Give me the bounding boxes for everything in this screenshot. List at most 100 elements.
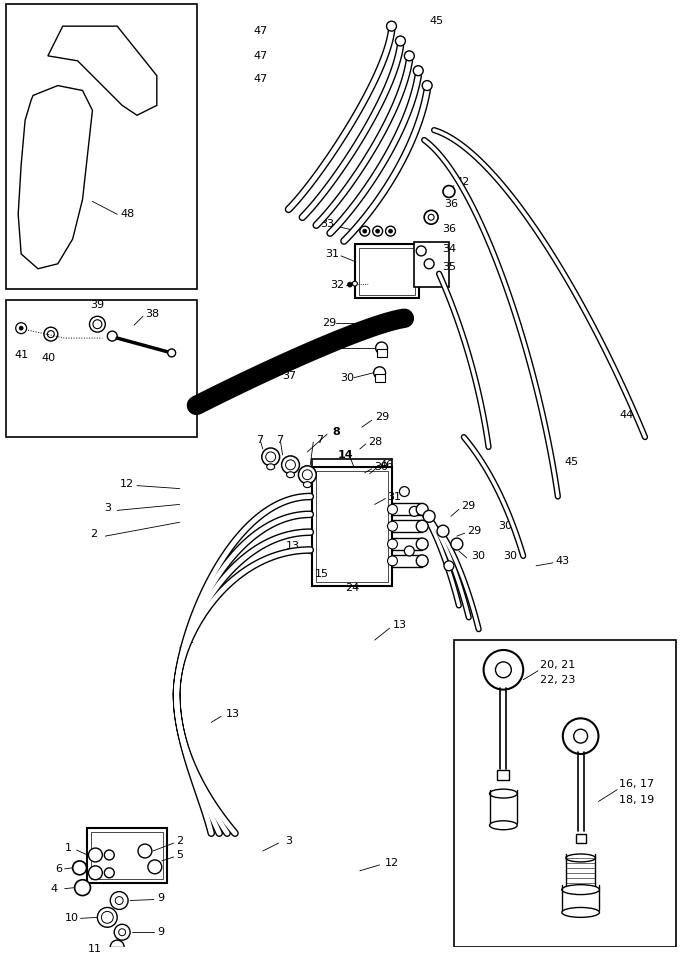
Text: 2: 2 [91,529,98,540]
Bar [393,520,422,532]
Text: 13: 13 [286,541,299,551]
Text: 15: 15 [315,569,329,579]
Circle shape [282,456,299,474]
Circle shape [107,331,117,341]
Circle shape [416,538,428,550]
Circle shape [443,185,455,198]
Ellipse shape [490,789,517,798]
Circle shape [387,539,398,549]
Circle shape [93,320,102,329]
Circle shape [437,525,449,537]
Circle shape [114,924,130,940]
Bar [312,467,391,585]
Text: 16, 17: 16, 17 [619,778,655,789]
Text: 31: 31 [387,492,402,501]
Text: 29: 29 [322,318,336,329]
Circle shape [89,848,102,862]
Bar [87,828,166,882]
Text: 7: 7 [276,435,283,445]
Text: 3: 3 [286,837,293,846]
Text: 8: 8 [332,427,340,437]
Text: 11: 11 [87,944,102,954]
Circle shape [422,80,432,91]
Text: 30: 30 [503,551,518,561]
Circle shape [400,487,409,497]
Ellipse shape [286,472,295,478]
Text: 30: 30 [471,551,485,561]
Text: 4: 4 [51,883,58,894]
Text: 43: 43 [556,556,570,566]
Text: 7: 7 [256,435,263,445]
Text: 28: 28 [368,437,382,447]
Text: 18, 19: 18, 19 [619,795,655,804]
Circle shape [563,718,599,754]
Bar [6,5,197,288]
Circle shape [115,897,123,904]
Text: 41: 41 [14,350,29,360]
Polygon shape [18,86,93,268]
Text: 12: 12 [385,858,399,868]
Circle shape [44,328,58,341]
Circle shape [110,892,128,909]
Bar [376,349,387,357]
Bar [91,832,163,879]
Text: 29: 29 [466,526,481,536]
Circle shape [424,510,435,522]
Circle shape [385,226,396,236]
Circle shape [98,907,117,927]
Circle shape [374,317,385,329]
Text: 10: 10 [65,913,78,923]
Circle shape [451,538,463,550]
Circle shape [413,66,424,75]
Circle shape [47,330,55,337]
Text: 28: 28 [322,343,336,353]
Circle shape [387,504,398,515]
Circle shape [110,940,124,954]
Text: 37: 37 [282,371,297,381]
Circle shape [484,650,523,690]
Circle shape [89,316,105,332]
Bar [454,640,676,947]
Circle shape [387,21,396,32]
Text: 39: 39 [90,301,104,310]
Text: 6: 6 [55,864,62,874]
Bar [359,248,415,294]
Circle shape [574,730,588,743]
Text: 36: 36 [442,224,456,234]
Bar [576,834,586,843]
Text: 34: 34 [442,244,456,254]
Circle shape [138,844,152,858]
Text: 14: 14 [338,450,354,460]
Circle shape [372,226,383,236]
Text: 2: 2 [186,635,194,645]
Circle shape [409,506,419,517]
Circle shape [376,342,387,354]
Bar [374,324,385,332]
Text: 7: 7 [316,435,323,445]
Text: 9: 9 [157,893,164,902]
Circle shape [19,327,23,330]
Circle shape [387,521,398,531]
Text: 24: 24 [345,583,359,593]
Circle shape [416,520,428,532]
Text: 36: 36 [444,200,458,209]
Circle shape [262,448,280,466]
Circle shape [266,452,276,462]
Text: 29: 29 [461,501,475,512]
Circle shape [416,503,428,516]
Text: 30: 30 [340,372,354,383]
Circle shape [444,561,454,571]
Bar [355,244,419,299]
Text: 44: 44 [619,411,634,420]
Text: 48: 48 [120,209,134,220]
Bar [393,503,422,516]
Circle shape [416,555,428,567]
Circle shape [396,36,405,46]
Circle shape [424,210,438,224]
Circle shape [73,860,87,875]
Circle shape [89,866,102,880]
Text: 33: 33 [321,220,334,229]
Circle shape [374,367,385,379]
Circle shape [404,546,414,556]
Circle shape [428,214,434,221]
